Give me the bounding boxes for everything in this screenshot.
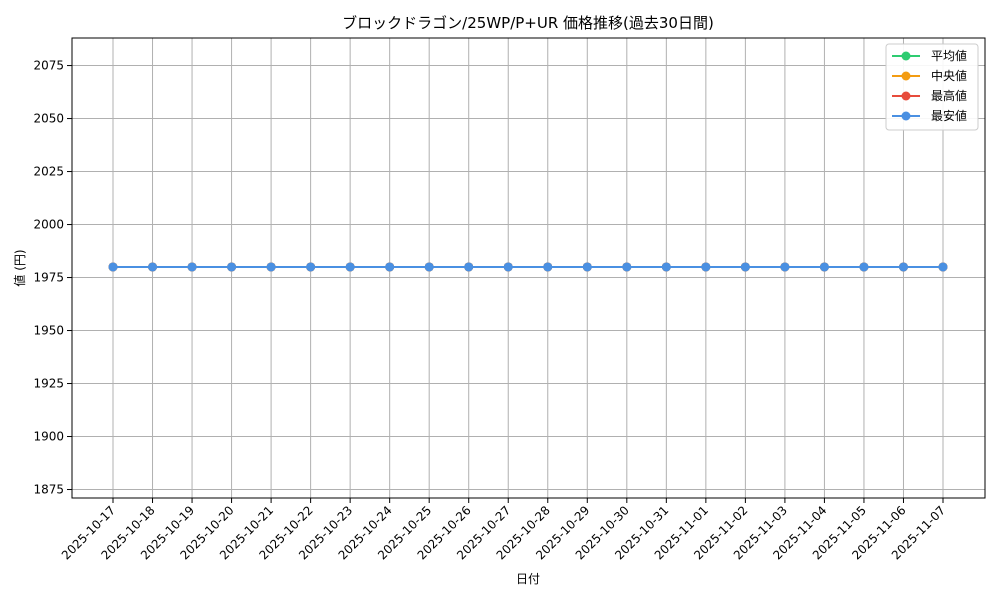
legend-marker bbox=[901, 91, 911, 101]
y-tick-label: 2050 bbox=[33, 112, 64, 126]
series-point-3 bbox=[108, 262, 118, 272]
legend-entry-label: 最高値 bbox=[931, 88, 967, 103]
series-point-3 bbox=[661, 262, 671, 272]
series-point-3 bbox=[306, 262, 316, 272]
y-tick-label: 2025 bbox=[33, 165, 64, 179]
y-tick-label: 1925 bbox=[33, 377, 64, 391]
series-point-3 bbox=[898, 262, 908, 272]
y-tick-label: 2075 bbox=[33, 59, 64, 73]
y-axis-label: 値 (円) bbox=[12, 249, 27, 286]
y-tick-label: 1950 bbox=[33, 324, 64, 338]
legend-marker bbox=[901, 71, 911, 81]
series-point-3 bbox=[582, 262, 592, 272]
series-point-3 bbox=[464, 262, 474, 272]
series-layer bbox=[108, 262, 948, 272]
series-point-3 bbox=[227, 262, 237, 272]
series-point-3 bbox=[503, 262, 513, 272]
series-point-3 bbox=[148, 262, 158, 272]
legend-marker bbox=[901, 111, 911, 121]
series-point-3 bbox=[187, 262, 197, 272]
x-axis-label: 日付 bbox=[516, 572, 540, 586]
series-point-3 bbox=[938, 262, 948, 272]
axis-layer: 2025-10-172025-10-182025-10-192025-10-20… bbox=[33, 59, 948, 563]
legend-entry-label: 平均値 bbox=[931, 48, 967, 63]
series-point-3 bbox=[819, 262, 829, 272]
series-point-3 bbox=[424, 262, 434, 272]
y-tick-label: 1900 bbox=[33, 430, 64, 444]
y-tick-label: 1975 bbox=[33, 271, 64, 285]
series-point-3 bbox=[701, 262, 711, 272]
chart-title: ブロックドラゴン/25WP/P+UR 価格推移(過去30日間) bbox=[342, 14, 714, 32]
legend-entry-label: 中央値 bbox=[931, 68, 967, 83]
legend-box bbox=[885, 43, 979, 131]
y-tick-label: 1875 bbox=[33, 483, 64, 497]
series-point-3 bbox=[859, 262, 869, 272]
series-point-3 bbox=[345, 262, 355, 272]
grid-layer bbox=[72, 38, 985, 498]
series-point-3 bbox=[740, 262, 750, 272]
series-point-3 bbox=[780, 262, 790, 272]
y-tick-label: 2000 bbox=[33, 218, 64, 232]
plot-frame bbox=[71, 37, 986, 499]
series-point-3 bbox=[266, 262, 276, 272]
series-point-3 bbox=[622, 262, 632, 272]
legend-entry-label: 最安値 bbox=[931, 108, 967, 123]
series-point-3 bbox=[543, 262, 553, 272]
legend-marker bbox=[901, 51, 911, 61]
series-point-3 bbox=[385, 262, 395, 272]
